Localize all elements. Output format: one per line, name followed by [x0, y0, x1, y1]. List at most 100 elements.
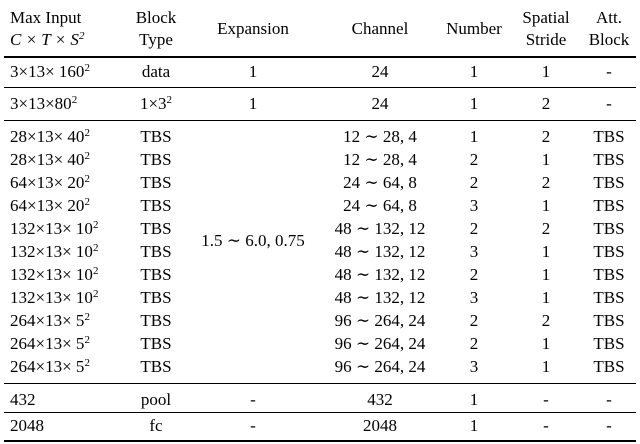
cell-type: TBS — [140, 311, 172, 330]
header-expansion: Expansion — [217, 19, 289, 38]
header-channel: Channel — [351, 19, 409, 38]
cell-channel: 48 ∼ 132, 12 — [334, 265, 426, 284]
cell-number: 2 — [469, 311, 479, 330]
cell-type: TBS — [140, 150, 172, 169]
cell-channel: 96 ∼ 264, 24 — [334, 311, 426, 330]
cell-expansion-merged: 1.5 ∼ 6.0, 0.75 — [201, 231, 305, 250]
header-block-type-line1: Block — [135, 8, 177, 27]
header-block-type-line2: Type — [139, 30, 173, 49]
cell-channel: 12 ∼ 28, 4 — [343, 127, 417, 146]
cell-number: 1 — [469, 62, 479, 81]
cell-input: 64×13× 202 — [10, 196, 90, 215]
rule-4 — [4, 412, 636, 413]
cell-number: 1 — [469, 94, 479, 113]
cell-number: 3 — [469, 357, 479, 376]
cell-expansion: 1 — [248, 94, 258, 113]
cell-input: 132×13× 102 — [10, 242, 99, 261]
rule-2 — [4, 120, 636, 121]
cell-input: 132×13× 102 — [10, 219, 99, 238]
cell-stride: 2 — [541, 94, 551, 113]
cell-channel: 12 ∼ 28, 4 — [343, 150, 417, 169]
cell-att: TBS — [593, 288, 625, 307]
cell-stride: 1 — [541, 288, 551, 307]
cell-input: 28×13× 402 — [10, 127, 90, 146]
cell-stride: 1 — [541, 242, 551, 261]
cell-att: TBS — [593, 150, 625, 169]
cell-att: TBS — [593, 357, 625, 376]
cell-number: 2 — [469, 173, 479, 192]
cell-stride: - — [543, 416, 549, 435]
cell-stride: 1 — [541, 334, 551, 353]
header-spatial-line1: Spatial — [522, 8, 570, 27]
cell-input: 264×13× 52 — [10, 311, 90, 330]
cell-stride: 1 — [541, 150, 551, 169]
cell-type: pool — [140, 390, 172, 409]
cell-att: TBS — [593, 173, 625, 192]
header-number: Number — [446, 19, 502, 38]
cell-number: 1 — [469, 416, 479, 435]
cell-stride: - — [543, 390, 549, 409]
cell-type: TBS — [140, 334, 172, 353]
cell-att: TBS — [593, 219, 625, 238]
cell-input: 132×13× 102 — [10, 288, 99, 307]
cell-type: TBS — [140, 219, 172, 238]
cell-stride: 1 — [541, 265, 551, 284]
cell-att: - — [606, 62, 612, 81]
cell-type: fc — [149, 416, 163, 435]
rule-3 — [4, 383, 636, 384]
cell-input: 28×13× 402 — [10, 150, 90, 169]
cell-stride: 2 — [541, 311, 551, 330]
cell-number: 3 — [469, 196, 479, 215]
cell-att: TBS — [593, 196, 625, 215]
cell-type: TBS — [140, 127, 172, 146]
cell-channel: 48 ∼ 132, 12 — [334, 219, 426, 238]
cell-type: TBS — [140, 242, 172, 261]
cell-channel: 96 ∼ 264, 24 — [334, 334, 426, 353]
cell-number: 2 — [469, 150, 479, 169]
header-spatial-line2: Stride — [525, 30, 567, 49]
cell-input: 3×13× 1602 — [10, 62, 90, 81]
cell-number: 3 — [469, 288, 479, 307]
cell-input: 64×13× 202 — [10, 173, 90, 192]
cell-channel: 2048 — [363, 416, 397, 435]
rule-1 — [4, 87, 636, 88]
header-max-input-line1: Max Input — [10, 8, 82, 27]
cell-expansion: 1 — [248, 62, 258, 81]
cell-expansion: - — [250, 390, 256, 409]
cell-att: - — [606, 416, 612, 435]
cell-channel: 96 ∼ 264, 24 — [334, 357, 426, 376]
cell-input: 3×13×802 — [10, 94, 78, 113]
header-att-line1: Att. — [596, 8, 622, 27]
cell-att: - — [606, 390, 612, 409]
cell-type: TBS — [140, 357, 172, 376]
cell-channel: 48 ∼ 132, 12 — [334, 242, 426, 261]
cell-channel: 24 — [371, 62, 389, 81]
cell-type: 1×32 — [139, 94, 173, 113]
header-att-line2: Block — [588, 30, 630, 49]
cell-type: TBS — [140, 196, 172, 215]
cell-number: 1 — [469, 390, 479, 409]
cell-stride: 1 — [541, 357, 551, 376]
cell-number: 1 — [469, 127, 479, 146]
cell-att: - — [606, 94, 612, 113]
cell-number: 2 — [469, 265, 479, 284]
cell-stride: 1 — [541, 62, 551, 81]
cell-channel: 48 ∼ 132, 12 — [334, 288, 426, 307]
cell-type: TBS — [140, 265, 172, 284]
cell-number: 2 — [469, 334, 479, 353]
cell-channel: 24 ∼ 64, 8 — [343, 196, 417, 215]
cell-expansion: - — [250, 416, 256, 435]
cell-channel: 432 — [367, 390, 393, 409]
cell-stride: 2 — [541, 173, 551, 192]
cell-att: TBS — [593, 334, 625, 353]
cell-att: TBS — [593, 311, 625, 330]
cell-type: TBS — [140, 173, 172, 192]
cell-input: 264×13× 52 — [10, 334, 90, 353]
cell-number: 3 — [469, 242, 479, 261]
cell-stride: 2 — [541, 219, 551, 238]
cell-input: 264×13× 52 — [10, 357, 90, 376]
cell-type: TBS — [140, 288, 172, 307]
cell-att: TBS — [593, 242, 625, 261]
cell-att: TBS — [593, 265, 625, 284]
